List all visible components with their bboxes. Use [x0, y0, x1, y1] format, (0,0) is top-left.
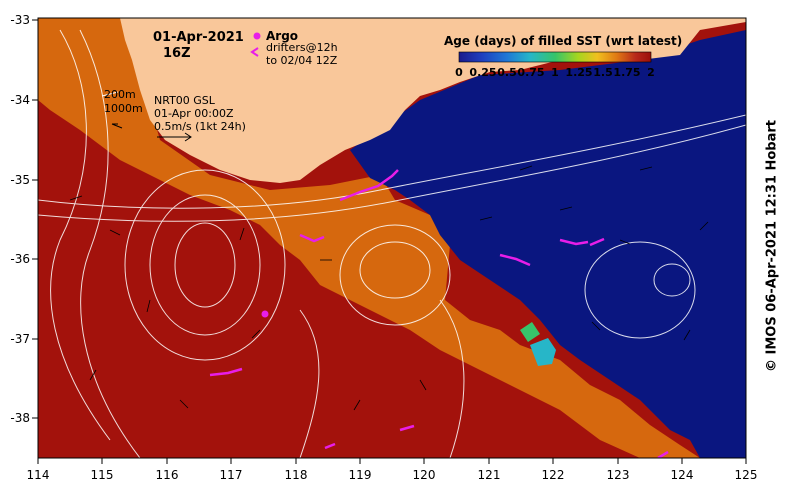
argo-float-marker	[261, 310, 269, 318]
y-tick-label: -34	[10, 93, 30, 107]
argo-legend-marker	[253, 32, 261, 40]
colorbar-title: Age (days) of filled SST (wrt latest)	[444, 34, 682, 48]
map-area	[38, 18, 746, 458]
date-label: 01-Apr-2021	[153, 30, 244, 45]
sst-cyan-patch	[530, 338, 556, 366]
x-tick-label: 122	[542, 468, 565, 482]
x-tick-label: 125	[735, 468, 758, 482]
x-tick-label: 118	[285, 468, 308, 482]
vector-scale-label: 0.5m/s (1kt 24h)	[154, 120, 246, 133]
product-time-label: 01-Apr 00:00Z	[154, 107, 234, 120]
sst-green-patch	[520, 322, 540, 342]
vector-scale-arrow	[157, 132, 192, 142]
argo-legend: Argo drifters@12h to 02/04 12Z	[250, 29, 338, 67]
credit-label: © IMOS 06-Apr-2021 12:31 Hobart	[764, 119, 780, 373]
colorbar-tick: 2	[647, 66, 655, 79]
colorbar-tick: 1.5	[593, 66, 613, 79]
time-label: 16Z	[163, 46, 191, 61]
y-axis: -33 -34 -35 -36 -37 -38	[10, 13, 38, 425]
y-tick-label: -37	[10, 332, 30, 346]
x-axis: 114 115 116 117 118 119 120 121 122 123 …	[27, 458, 758, 482]
colorbar-tick: 0	[455, 66, 463, 79]
colorbar-tick: 1.75	[613, 66, 640, 79]
colorbar: Age (days) of filled SST (wrt latest) 0 …	[444, 34, 682, 79]
y-tick-label: -35	[10, 173, 30, 187]
depth-1000-swatch	[111, 123, 123, 129]
colorbar-tick: 0.5	[497, 66, 517, 79]
depth-200-label: 200m	[104, 88, 136, 101]
x-tick-label: 116	[156, 468, 179, 482]
drifter-legend-marker	[250, 47, 259, 57]
depth-1000-label: 1000m	[104, 102, 143, 115]
y-tick-label: -33	[10, 13, 30, 27]
x-tick-label: 115	[91, 468, 114, 482]
sst-orange-band	[38, 18, 700, 458]
colorbar-tick: 1	[551, 66, 559, 79]
y-tick-label: -36	[10, 252, 30, 266]
drifters-legend-label: drifters@12h	[266, 41, 338, 54]
x-tick-label: 114	[27, 468, 50, 482]
x-tick-label: 119	[349, 468, 372, 482]
depth-200-swatch	[101, 91, 119, 97]
drifters-range-label: to 02/04 12Z	[266, 54, 338, 67]
y-tick-label: -38	[10, 411, 30, 425]
x-tick-label: 123	[607, 468, 630, 482]
x-tick-label: 120	[413, 468, 436, 482]
product-label: NRT00 GSL	[154, 94, 216, 107]
x-tick-label: 121	[478, 468, 501, 482]
colorbar-tick: 0.75	[517, 66, 544, 79]
argo-legend-label: Argo	[266, 29, 298, 43]
plot-frame	[37, 17, 747, 459]
x-tick-label: 117	[220, 468, 243, 482]
drifter-tracks	[209, 169, 669, 458]
x-tick-label: 124	[671, 468, 694, 482]
contour-lines	[38, 29, 746, 458]
colorbar-gradient	[458, 51, 652, 63]
credit-text: © IMOS 06-Apr-2021 12:31 Hobart	[760, 0, 784, 492]
colorbar-tick: 0.25	[469, 66, 496, 79]
info-block: 200m 1000m NRT00 GSL 01-Apr 00:00Z 0.5m/…	[101, 88, 246, 142]
velocity-vectors	[69, 165, 709, 411]
colorbar-tick: 1.25	[565, 66, 592, 79]
